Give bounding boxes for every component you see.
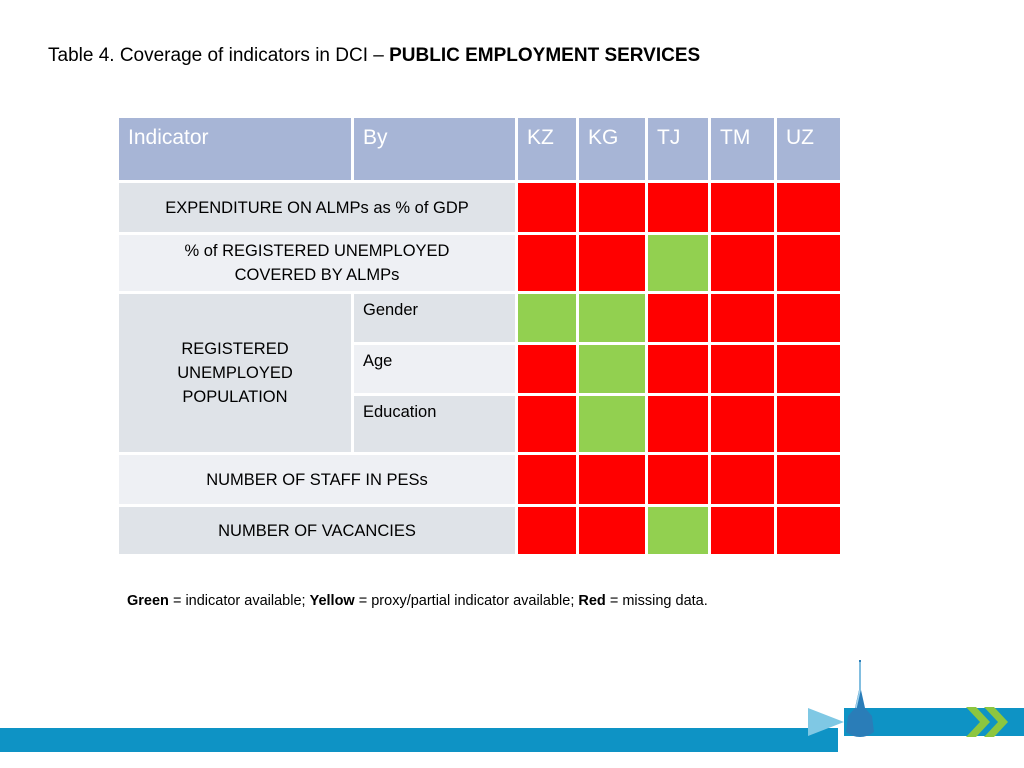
row-label-registered: REGISTERED UNEMPLOYED POPULATION — [119, 294, 351, 452]
title-prefix: Table 4. Coverage of indicators in DCI – — [48, 45, 390, 66]
status-cell — [518, 396, 576, 452]
footer-notch — [808, 708, 844, 736]
header-uz: UZ — [777, 118, 840, 180]
header-kg: KG — [579, 118, 645, 180]
status-cell — [648, 507, 708, 554]
status-cell — [777, 294, 840, 342]
tower-logo-icon — [846, 660, 874, 737]
legend: Green = indicator available; Yellow = pr… — [127, 593, 708, 609]
table-row: Age — [119, 345, 840, 393]
header-tm: TM — [711, 118, 774, 180]
status-cell — [711, 507, 774, 554]
footer-bar — [0, 728, 838, 752]
status-cell — [579, 345, 645, 393]
status-cell — [579, 183, 645, 232]
status-cell — [579, 396, 645, 452]
status-cell — [777, 345, 840, 393]
header-row: Indicator By KZ KG TJ TM UZ — [119, 118, 840, 180]
coverage-table: Indicator By KZ KG TJ TM UZ EXPENDITURE … — [116, 115, 843, 557]
double-chevron-icon — [966, 707, 1008, 737]
sub-label-age: Age — [354, 345, 515, 393]
legend-green-word: Green — [127, 593, 169, 609]
status-cell — [648, 345, 708, 393]
header-indicator: Indicator — [119, 118, 351, 180]
legend-green-text: = indicator available; — [168, 593, 310, 609]
legend-yellow-text: = proxy/partial indicator available; — [354, 593, 579, 609]
status-cell — [711, 455, 774, 504]
status-cell — [579, 235, 645, 291]
row-label-staff: NUMBER OF STAFF IN PESs — [119, 455, 515, 504]
status-cell — [518, 507, 576, 554]
legend-red-word: Red — [578, 593, 606, 609]
sub-label-education: Education — [354, 396, 515, 452]
status-cell — [648, 235, 708, 291]
table-row: EXPENDITURE ON ALMPs as % of GDP — [119, 183, 840, 232]
status-cell — [777, 507, 840, 554]
status-cell — [711, 235, 774, 291]
legend-red-text: = missing data. — [605, 593, 708, 609]
title-bold: PUBLIC EMPLOYMENT SERVICES — [389, 45, 701, 66]
status-cell — [777, 235, 840, 291]
table-row: % of REGISTERED UNEMPLOYED COVERED BY AL… — [119, 235, 840, 291]
status-cell — [518, 183, 576, 232]
status-cell — [579, 455, 645, 504]
row-label-covered-text: % of REGISTERED UNEMPLOYED COVERED BY AL… — [184, 242, 450, 284]
table-row: NUMBER OF STAFF IN PESs — [119, 455, 840, 504]
header-kz: KZ — [518, 118, 576, 180]
slide-title: Table 4. Coverage of indicators in DCI –… — [48, 45, 700, 67]
status-cell — [579, 294, 645, 342]
status-cell — [711, 183, 774, 232]
row-label-registered-text: REGISTERED UNEMPLOYED POPULATION — [177, 340, 293, 406]
status-cell — [648, 183, 708, 232]
status-cell — [648, 455, 708, 504]
status-cell — [648, 294, 708, 342]
header-by: By — [354, 118, 515, 180]
status-cell — [648, 396, 708, 452]
status-cell — [711, 345, 774, 393]
header-tj: TJ — [648, 118, 708, 180]
status-cell — [777, 396, 840, 452]
status-cell — [711, 294, 774, 342]
table-row: REGISTERED UNEMPLOYED POPULATION Gender — [119, 294, 840, 452]
legend-yellow-word: Yellow — [309, 593, 355, 609]
status-cell — [518, 455, 576, 504]
row-label-covered: % of REGISTERED UNEMPLOYED COVERED BY AL… — [119, 235, 515, 291]
row-label-expenditure: EXPENDITURE ON ALMPs as % of GDP — [119, 183, 515, 232]
status-cell — [711, 396, 774, 452]
row-label-vacancies: NUMBER OF VACANCIES — [119, 507, 515, 554]
status-cell — [518, 345, 576, 393]
status-cell — [777, 455, 840, 504]
status-cell — [777, 183, 840, 232]
status-cell — [579, 507, 645, 554]
status-cell — [518, 235, 576, 291]
table-row: NUMBER OF VACANCIES — [119, 507, 840, 554]
status-cell — [518, 294, 576, 342]
table-row: Education — [119, 396, 840, 452]
sub-label-gender: Gender — [354, 294, 515, 342]
